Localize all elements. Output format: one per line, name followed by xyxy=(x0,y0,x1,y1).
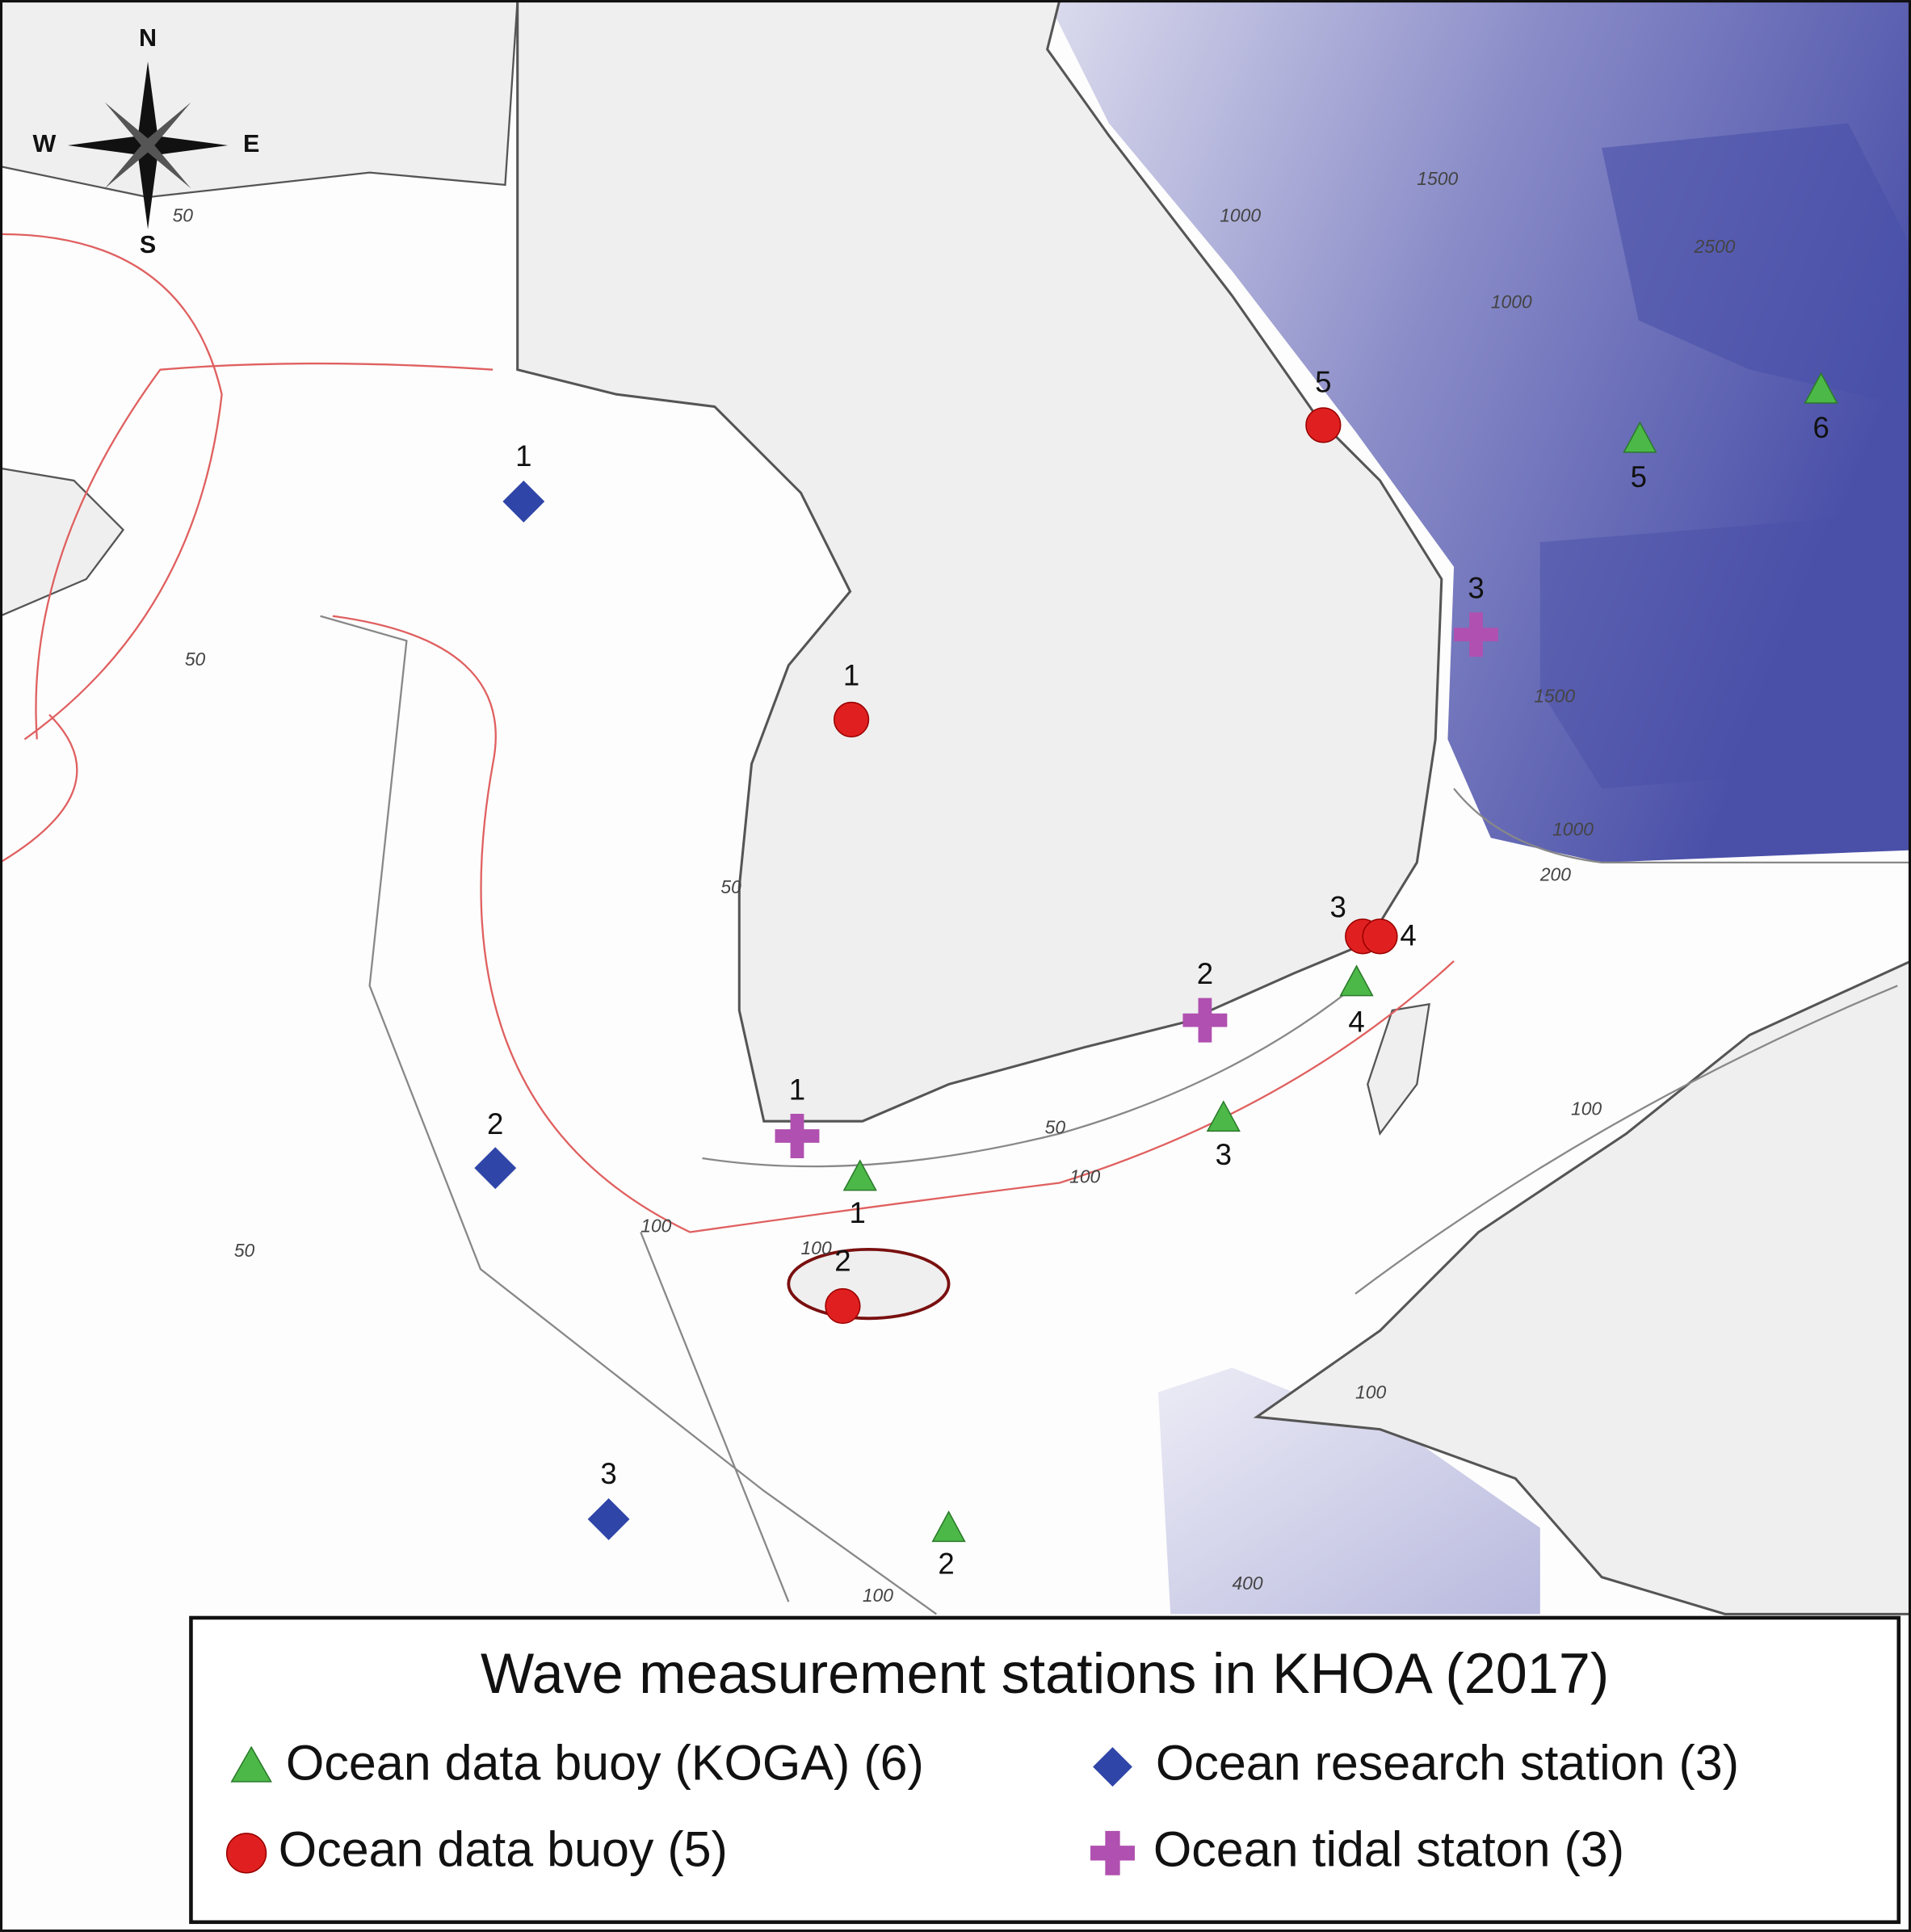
compass-needle xyxy=(67,135,152,156)
station-label: 1 xyxy=(789,1073,805,1106)
research-station xyxy=(502,480,545,523)
legend-circle xyxy=(225,1833,267,1874)
legend-label: Ocean data buoy (KOGA) (6) xyxy=(286,1736,924,1791)
contour-line xyxy=(35,362,1455,1233)
contour-label: 1500 xyxy=(1417,168,1458,189)
contour-line xyxy=(320,615,1898,1615)
compass-needle xyxy=(145,102,191,151)
koga-buoy xyxy=(931,1510,966,1543)
station-label: 3 xyxy=(1468,571,1484,604)
koga-buoy xyxy=(1339,964,1374,997)
legend-label: Ocean tidal staton (3) xyxy=(1153,1821,1624,1876)
contour-label: 50 xyxy=(185,649,206,670)
compass-needle xyxy=(145,140,191,189)
station-label: 3 xyxy=(1216,1138,1232,1171)
contour-label: 2500 xyxy=(1694,236,1736,257)
station-label: 2 xyxy=(487,1107,503,1140)
contour-label: 400 xyxy=(1232,1573,1262,1594)
legend-triangle xyxy=(230,1745,272,1783)
research-station xyxy=(587,1498,630,1540)
legend: Wave measurement stations in KHOA (2017)… xyxy=(189,1615,1901,1925)
contour-label: 50 xyxy=(173,205,194,226)
legend-label: Ocean data buoy (5) xyxy=(279,1821,728,1876)
station-label: 1 xyxy=(515,439,531,472)
station-label: 3 xyxy=(1329,891,1346,924)
contour-label: 100 xyxy=(1069,1166,1100,1186)
compass-needle xyxy=(137,145,158,229)
station-label: 6 xyxy=(1812,411,1829,444)
station-label: 2 xyxy=(938,1548,954,1581)
contour-label: 1500 xyxy=(1534,686,1575,707)
land-japan xyxy=(1253,960,1911,1615)
station-label: 5 xyxy=(1315,366,1331,399)
contour-label: 1000 xyxy=(1491,291,1532,312)
land-jeju xyxy=(787,1247,951,1321)
koga-buoy xyxy=(1804,372,1838,404)
data-buoy xyxy=(833,701,870,738)
station-label: 1 xyxy=(843,659,859,692)
deep-sea xyxy=(1157,1367,1540,1615)
tidal-station xyxy=(1182,998,1228,1043)
station-label: 4 xyxy=(1400,919,1416,952)
legend-label: Ocean research station (3) xyxy=(1156,1736,1739,1791)
contour-label: 100 xyxy=(1571,1098,1602,1119)
land-tsushima xyxy=(1367,1002,1430,1136)
contour-label: 100 xyxy=(640,1216,671,1237)
land-china xyxy=(0,0,519,199)
compass-needle xyxy=(137,61,158,146)
data-buoy xyxy=(1305,407,1342,443)
legend-box xyxy=(189,1615,1901,1925)
compass-s: S xyxy=(140,231,156,258)
compass-needle xyxy=(104,102,151,151)
station-label: 1 xyxy=(850,1196,866,1229)
station-label: 3 xyxy=(600,1457,616,1490)
koga-buoy xyxy=(1623,421,1657,453)
compass: N S E W xyxy=(33,24,260,258)
station-label: 5 xyxy=(1631,460,1647,494)
compass-n: N xyxy=(139,24,157,52)
station-label: 2 xyxy=(1197,957,1213,990)
legend-cross xyxy=(1090,1830,1135,1875)
contour-label: 50 xyxy=(1045,1116,1066,1137)
contour-labels: 50 50 50 50 50 100 100 100 100 100 100 1… xyxy=(173,168,1736,1606)
contour-label: 50 xyxy=(234,1240,255,1261)
compass-needle xyxy=(144,135,229,156)
contour-line xyxy=(0,233,223,863)
compass-e: E xyxy=(243,130,259,158)
contour-label: 1000 xyxy=(1220,205,1261,226)
legend-title: Wave measurement stations in KHOA (2017) xyxy=(481,1641,1609,1705)
compass-needle xyxy=(104,140,151,189)
station-label: 2 xyxy=(834,1244,850,1277)
contour-label: 50 xyxy=(720,876,741,897)
land-korea xyxy=(516,0,1443,1123)
contour-label: 1000 xyxy=(1552,818,1594,839)
deep-basin xyxy=(1539,517,1911,789)
data-buoy xyxy=(1362,918,1398,955)
compass-w: W xyxy=(33,130,57,158)
legend-diamond xyxy=(1093,1747,1132,1787)
contour-line xyxy=(702,788,1911,1168)
land-peninsula xyxy=(0,467,125,618)
koga-buoy xyxy=(842,1159,877,1191)
contour-label: 100 xyxy=(801,1237,832,1258)
data-buoy xyxy=(825,1287,861,1325)
deep-basin xyxy=(1602,123,1911,407)
contour-label: 100 xyxy=(863,1585,893,1606)
contour-label: 100 xyxy=(1355,1381,1386,1402)
koga-buoy xyxy=(1206,1100,1241,1132)
tidal-station xyxy=(1454,612,1498,657)
contour-label: 200 xyxy=(1539,864,1571,885)
station-label: 4 xyxy=(1348,1005,1364,1038)
tidal-station xyxy=(775,1114,820,1158)
